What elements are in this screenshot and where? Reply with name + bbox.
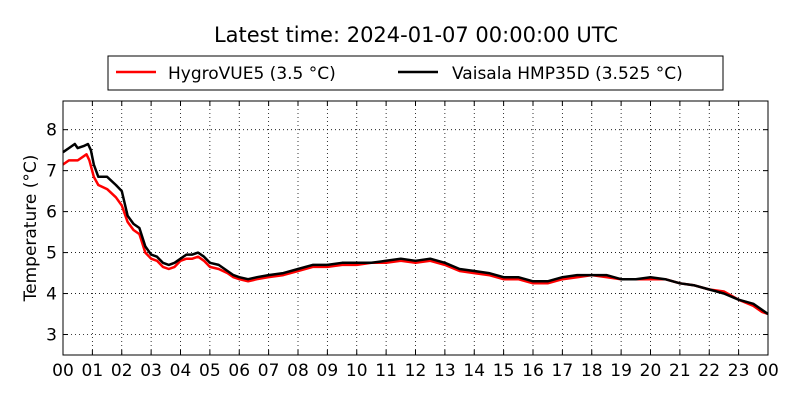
grid (62, 101, 769, 355)
y-tick-label: 7 (46, 162, 57, 182)
series-line-1 (62, 142, 769, 316)
x-tick-label: 04 (170, 361, 192, 381)
x-tick-label: 15 (493, 361, 515, 381)
x-tick-label: 00 (757, 361, 779, 381)
x-tick-label: 02 (111, 361, 133, 381)
x-tick-labels: 00 01 02 03 04 05 06 07 08 09 10 11 12 13 14 15 16 17 18 19… (52, 361, 779, 381)
y-tick-label: 5 (46, 244, 57, 264)
y-tick-label: 3 (46, 326, 57, 346)
chart-title: Latest time: 2024-01-07 00:00:00 UTC (214, 23, 618, 47)
x-tick-label: 05 (199, 361, 221, 381)
x-tick-label: 00 (52, 361, 74, 381)
x-tick-label: 07 (258, 361, 280, 381)
y-axis-label: Temperature (°C) (21, 155, 41, 303)
x-tick-label: 18 (581, 361, 603, 381)
x-tick-label: 08 (287, 361, 309, 381)
x-tick-label: 12 (405, 361, 427, 381)
x-tick-label: 20 (640, 361, 662, 381)
x-tick-label: 11 (375, 361, 397, 381)
axis-ticks (62, 101, 769, 355)
x-tick-label: 19 (610, 361, 632, 381)
x-tick-label: 06 (228, 361, 250, 381)
legend-label-vaisala: Vaisala HMP35D (3.525 °C) (452, 64, 683, 84)
x-tick-label: 14 (463, 361, 485, 381)
legend-label-hygrovue5: HygroVUE5 (3.5 °C) (168, 64, 336, 84)
x-tick-label: 16 (522, 361, 544, 381)
y-tick-label: 4 (46, 285, 57, 305)
series-layer (62, 142, 769, 316)
x-tick-label: 17 (552, 361, 574, 381)
x-tick-label: 13 (434, 361, 456, 381)
y-tick-label: 8 (46, 121, 57, 141)
x-tick-label: 03 (140, 361, 162, 381)
x-tick-label: 21 (669, 361, 691, 381)
x-tick-label: 10 (346, 361, 368, 381)
x-tick-label: 09 (317, 361, 339, 381)
x-tick-label: 23 (728, 361, 750, 381)
x-tick-label: 22 (698, 361, 720, 381)
y-tick-labels: 3 4 5 6 7 8 (46, 121, 57, 346)
legend: HygroVUE5 (3.5 °C) Vaisala HMP35D (3.525… (107, 55, 724, 91)
plot-area-frame (62, 100, 769, 356)
y-tick-label: 6 (46, 203, 57, 223)
series-line-0 (62, 153, 769, 316)
x-tick-label: 01 (82, 361, 104, 381)
